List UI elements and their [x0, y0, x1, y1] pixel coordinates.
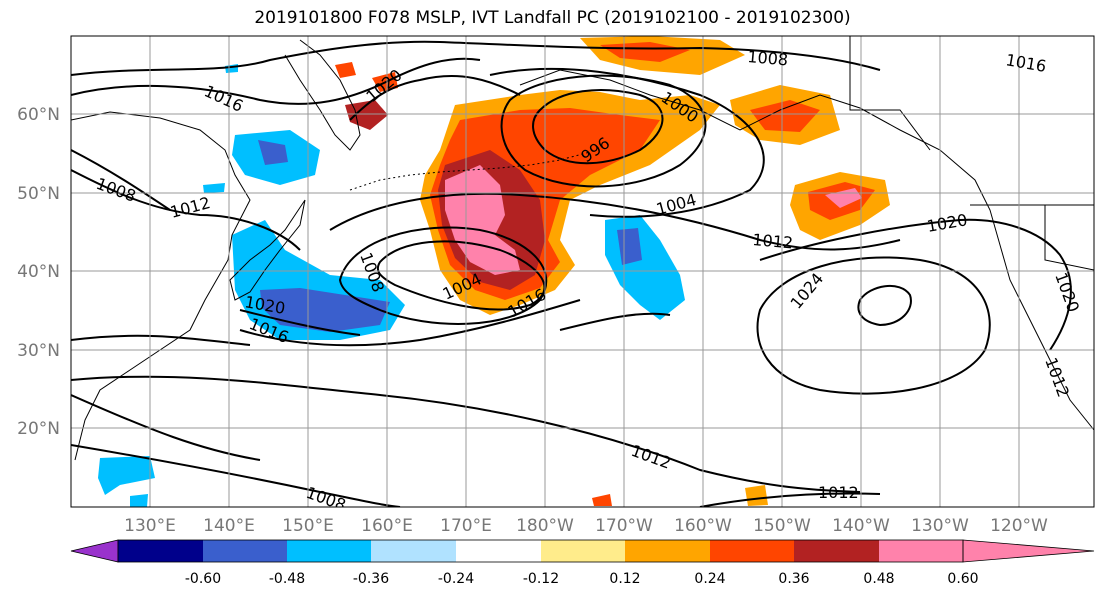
lon-label: 170°E — [440, 516, 492, 536]
colorbar-segment — [541, 540, 625, 562]
isobar-1016-south — [71, 334, 251, 346]
negative-anomaly-small-2 — [203, 183, 225, 193]
positive-anomaly-gulf-red — [750, 100, 820, 132]
isobar-1004-east — [489, 67, 765, 218]
negative-anomaly-small-3 — [130, 494, 148, 507]
colorbar-tick-label: 0.12 — [609, 571, 640, 587]
alaska-coastline — [519, 69, 1094, 431]
isobar-1012-mid — [329, 192, 901, 251]
lon-label: 140°W — [832, 516, 890, 536]
isobar-1012-a — [71, 169, 301, 251]
isobar-1012-south — [71, 375, 861, 493]
positive-anomaly-alaska-top-red — [600, 42, 690, 62]
colorbar-tick-label: -0.60 — [185, 571, 221, 587]
isobar-1020-a — [349, 74, 521, 121]
na-border-1 — [849, 36, 931, 151]
colorbar-tick-label: -0.12 — [523, 571, 559, 587]
na-border-2 — [970, 204, 1094, 271]
isobar-1016-west — [71, 57, 481, 105]
positive-anomaly-small-1 — [335, 62, 356, 78]
lon-label: 150°E — [282, 516, 334, 536]
lon-label: 140°E — [203, 516, 255, 536]
lat-label: 50°N — [17, 184, 60, 204]
isobar-1008-south — [71, 444, 401, 507]
isobar-1008-north — [71, 40, 881, 76]
isobar-label: 1008 — [747, 47, 789, 69]
graticule — [71, 36, 1094, 507]
positive-anomaly-small-5 — [592, 494, 612, 506]
colorbar-segment — [118, 540, 203, 562]
lon-label: 150°W — [753, 516, 811, 536]
colorbar-segment — [371, 540, 456, 562]
japan-coastline — [229, 199, 306, 301]
colorbar-tick-label: 0.48 — [863, 571, 894, 587]
lat-label: 60°N — [17, 105, 60, 125]
asia-coastline — [71, 111, 251, 461]
isobar-1008-ring — [338, 226, 548, 325]
colorbar-segment — [456, 540, 541, 562]
lon-label: 130°W — [911, 516, 969, 536]
lon-label: 120°W — [990, 516, 1048, 536]
colorbar-segment — [625, 540, 710, 562]
colorbar-segment — [794, 540, 879, 562]
colorbar-segment — [203, 540, 287, 562]
colorbar-tick-label: -0.48 — [269, 571, 305, 587]
negative-anomaly-subtropics — [98, 456, 155, 495]
colorbar-tick-label: 0.24 — [694, 571, 725, 587]
colorbar-min-extension — [70, 539, 119, 563]
colorbar-tick-label: -0.36 — [353, 571, 389, 587]
isobar-1000 — [500, 74, 707, 188]
colorbar-max-extension — [962, 539, 1095, 563]
colorbar-segment — [879, 540, 963, 562]
lat-label: 30°N — [17, 341, 60, 361]
positive-anomaly-small-2 — [345, 100, 388, 130]
lon-label: 160°E — [361, 516, 413, 536]
latitude-labels: 60°N 50°N 40°N 30°N 20°N — [17, 105, 60, 439]
coastlines — [71, 36, 1094, 461]
colorbar-border — [117, 539, 964, 563]
map-border — [70, 35, 1095, 508]
isobar-996 — [532, 89, 664, 165]
isobar-label: 1012 — [752, 230, 794, 252]
aleutian-chain — [349, 151, 591, 191]
negative-anomaly-japan-sea-core — [258, 140, 288, 165]
colorbar-tick-label: 0.60 — [947, 571, 978, 587]
isobar-high-core — [857, 284, 912, 327]
isobar-1016-mid — [239, 299, 581, 347]
isobar-1004-ring — [376, 240, 546, 311]
lat-label: 40°N — [17, 262, 60, 282]
isobar-1012-bottom — [699, 492, 881, 507]
colorbar: -0.60 -0.48 -0.36 -0.24 -0.12 0.12 0.24 … — [70, 539, 1095, 587]
isobar-1008-b — [71, 149, 171, 211]
colorbar-tick-label: 0.36 — [778, 571, 809, 587]
isobar-label: 1012 — [818, 483, 859, 502]
colorbar-tick-label: -0.24 — [438, 571, 474, 587]
kamchatka-coastline — [284, 39, 361, 151]
isobars — [71, 40, 1072, 507]
lon-label: 160°W — [674, 516, 732, 536]
longitude-labels: 130°E 140°E 150°E 160°E 170°E 180°W 170°… — [124, 516, 1048, 536]
lon-label: 180°W — [516, 516, 574, 536]
isobar-1020-east — [759, 218, 1072, 351]
chart-title: 2019101800 F078 MSLP, IVT Landfall PC (2… — [254, 8, 851, 28]
lon-label: 170°W — [595, 516, 653, 536]
isobar-1020-mid — [239, 309, 671, 336]
negative-anomaly-central-core — [617, 228, 642, 265]
lat-label: 20°N — [17, 419, 60, 439]
colorbar-segment — [710, 540, 794, 562]
colorbar-segment — [287, 540, 371, 562]
positive-anomaly-small-4 — [745, 485, 768, 506]
lon-label: 130°E — [124, 516, 176, 536]
